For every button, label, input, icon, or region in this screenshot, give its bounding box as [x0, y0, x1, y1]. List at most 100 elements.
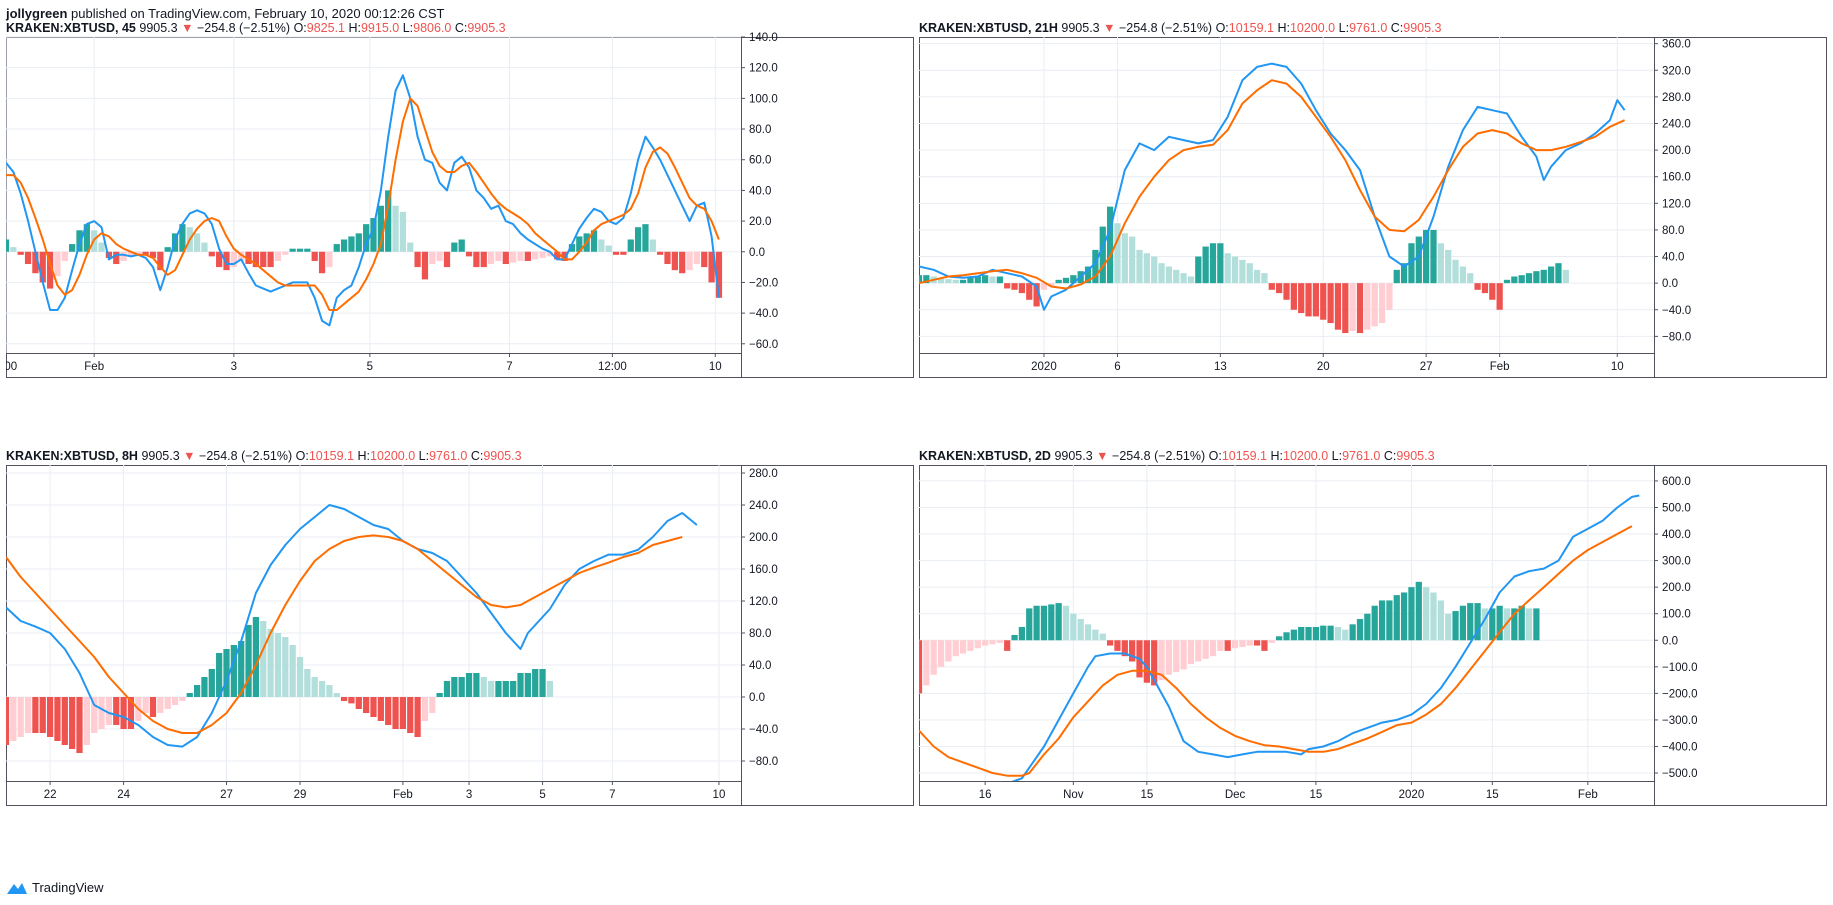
open-value: 10159.1 [308, 449, 355, 463]
chart-frame [919, 37, 1827, 378]
histogram-bar [1040, 605, 1048, 641]
histogram-bar [436, 251, 443, 261]
histogram-bar [421, 697, 429, 721]
x-tick-label: 7 [609, 789, 615, 801]
histogram-bar [989, 276, 996, 284]
histogram-bar [1452, 259, 1459, 284]
histogram-bar [1136, 249, 1143, 284]
histogram-bar [216, 653, 223, 697]
x-tick-label: 27 [1420, 361, 1433, 373]
y-tick-label: −40.0 [749, 724, 778, 736]
chart-panel-8h: KRAKEN:XBTUSD, 8H 9905.3 ▼ −254.8 (−2.51… [6, 447, 914, 875]
histogram-bar [1099, 633, 1106, 641]
histogram-bar [83, 224, 90, 252]
histogram-bar [1489, 283, 1496, 300]
histogram-bar [1158, 640, 1165, 681]
y-tick-label: 80.0 [1662, 225, 1684, 237]
symbol-title[interactable]: KRAKEN:XBTUSD, 45 [6, 21, 136, 35]
histogram-bar [1143, 253, 1150, 284]
chart-frame [6, 465, 914, 806]
histogram-bar [510, 681, 517, 697]
chart-title-row: KRAKEN:XBTUSD, 8H 9905.3 ▼ −254.8 (−2.51… [6, 449, 522, 464]
histogram-bar [1018, 283, 1026, 294]
histogram-bar [458, 677, 465, 697]
histogram-bar [193, 685, 201, 697]
histogram-bar [436, 693, 443, 697]
histogram-bar [46, 251, 54, 289]
open-value: 9825.1 [306, 21, 345, 35]
x-tick-label: Feb [393, 789, 413, 801]
histogram-bar [1246, 263, 1253, 284]
histogram-bar [561, 251, 568, 261]
histogram-bar [113, 251, 120, 265]
histogram-bar [1342, 283, 1349, 334]
histogram-bar [974, 640, 981, 649]
tradingview-footer[interactable]: TradingView [6, 880, 104, 896]
low-value: 9761.0 [429, 449, 468, 463]
y-tick-label: 40.0 [749, 660, 771, 672]
histogram-bar [1298, 626, 1305, 641]
histogram-bar [1224, 640, 1231, 651]
histogram-bar [495, 251, 502, 261]
histogram-bar [267, 251, 274, 268]
histogram-bar [348, 236, 355, 252]
histogram-bar [923, 275, 930, 284]
histogram-bar [333, 693, 340, 697]
histogram-bar [1452, 611, 1459, 641]
price-change: −254.8 (−2.51%) [199, 449, 293, 463]
histogram-bar [1187, 276, 1195, 284]
y-tick-label: 80.0 [749, 124, 771, 136]
macd-chart-2d[interactable]: −500.0 −400.0 −300.0 −200.0 −100.0 0.0 100.0 20… [919, 447, 1827, 875]
histogram-bar [69, 697, 76, 749]
brand-name: TradingView [32, 880, 104, 895]
histogram-bar [649, 239, 656, 252]
histogram-bar [1121, 640, 1128, 657]
y-tick-label: 400.0 [1662, 529, 1691, 541]
histogram-bar [945, 279, 952, 284]
histogram-bar [208, 251, 215, 257]
author-name[interactable]: jollygreen [6, 6, 68, 21]
x-tick-label: 16 [979, 789, 992, 801]
histogram-bar [296, 248, 304, 252]
histogram-bar [142, 251, 149, 255]
symbol-title[interactable]: KRAKEN:XBTUSD, 8H [6, 449, 138, 463]
histogram-bar [407, 697, 414, 733]
histogram-bar [10, 247, 17, 252]
histogram-bar [304, 248, 311, 252]
symbol-title[interactable]: KRAKEN:XBTUSD, 2D [919, 449, 1051, 463]
chart-title-row: KRAKEN:XBTUSD, 45 9905.3 ▼ −254.8 (−2.51… [6, 21, 506, 36]
x-tick-label: 6 [1114, 361, 1120, 373]
histogram-bar [1048, 283, 1055, 287]
signal-line [919, 79, 1626, 290]
histogram-bar [1173, 269, 1180, 284]
y-tick-label: −300.0 [1662, 715, 1698, 727]
open-value: 10159.1 [1221, 449, 1268, 463]
y-tick-label: 240.0 [1662, 118, 1691, 130]
y-tick-label: 100.0 [749, 93, 778, 105]
histogram-bar [318, 681, 326, 697]
histogram-bar [282, 637, 289, 697]
x-tick-label: Feb [1578, 789, 1598, 801]
histogram-bar [318, 251, 326, 274]
histogram-bar [1121, 233, 1128, 284]
histogram-bar [429, 697, 436, 713]
high-label: H: [348, 21, 361, 35]
macd-chart-21h[interactable]: −80.0 −40.0 0.0 40.0 80.0 120.0 160.0 200.0 240.… [919, 19, 1827, 447]
published-text: published on TradingView.com, February 1… [71, 6, 445, 21]
symbol-title[interactable]: KRAKEN:XBTUSD, 21H [919, 21, 1058, 35]
histogram-bar [1070, 275, 1077, 284]
histogram-bar [510, 251, 517, 263]
y-tick-label: −60.0 [749, 339, 778, 351]
histogram-bar [451, 677, 458, 697]
histogram-bar [554, 251, 561, 260]
price-change: −254.8 (−2.51%) [196, 21, 291, 35]
histogram-bar [1026, 283, 1033, 300]
histogram-bar [414, 251, 421, 268]
y-tick-label: −20.0 [749, 277, 778, 289]
histogram-bar [1004, 640, 1011, 651]
macd-chart-45m[interactable]: −60.0 −40.0 −20.0 0.0 20.0 40.0 60.0 80.0 100.0 1… [6, 19, 914, 447]
histogram-bar [1165, 640, 1173, 675]
macd-chart-8h[interactable]: −80.0 −40.0 0.0 40.0 80.0 120.0 160.0 200.0 240.… [6, 447, 914, 875]
histogram-bar [1349, 624, 1356, 641]
histogram-bar [502, 251, 509, 265]
